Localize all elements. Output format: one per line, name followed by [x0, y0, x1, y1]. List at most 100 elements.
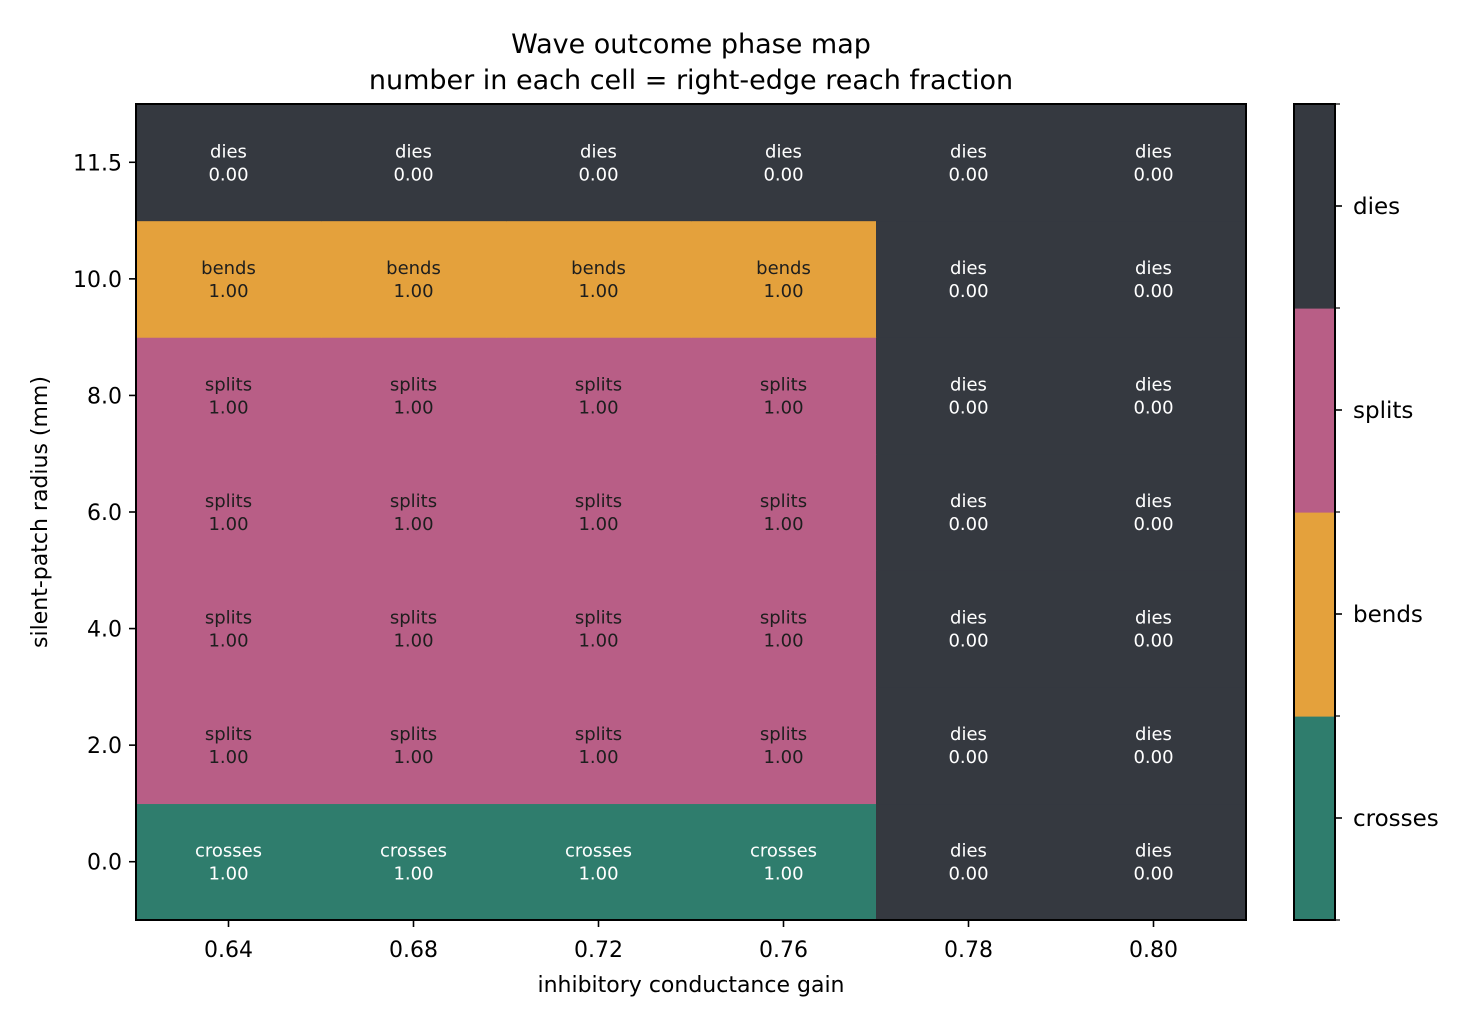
cell-fraction-label: 1.00 [208, 864, 248, 885]
cell-fraction-label: 0.00 [1133, 747, 1173, 768]
cell-rect [506, 803, 692, 921]
cell-outcome-label: dies [950, 374, 987, 395]
x-tick-label: 0.78 [944, 938, 993, 963]
cell-fraction-label: 0.00 [948, 281, 988, 302]
y-tick-label: 8.0 [87, 384, 122, 409]
cell-outcome-label: splits [205, 491, 252, 512]
cell-rect [321, 337, 507, 455]
colorbar-label: splits [1353, 398, 1413, 424]
cell-outcome-label: dies [950, 141, 987, 162]
colorbar-segment [1294, 512, 1335, 717]
cell-outcome-label: dies [950, 491, 987, 512]
colorbar: crosses bends splits dies [1293, 103, 1439, 921]
cell-fraction-label: 1.00 [578, 864, 618, 885]
cell-rect [506, 453, 692, 571]
cell-rect [136, 570, 322, 688]
cell-fraction-label: 0.00 [1133, 514, 1173, 535]
cell-fraction-label: 0.00 [1133, 397, 1173, 418]
cell-fraction-label: 0.00 [208, 164, 248, 185]
cell-rect [1061, 453, 1247, 571]
cell-rect [506, 220, 692, 338]
cell-fraction-label: 0.00 [948, 514, 988, 535]
cell-fraction-label: 1.00 [393, 631, 433, 652]
cell-fraction-label: 0.00 [948, 397, 988, 418]
cell-fraction-label: 1.00 [208, 514, 248, 535]
cell-rect [321, 803, 507, 921]
cell-outcome-label: splits [390, 608, 437, 629]
cell-fraction-label: 1.00 [208, 397, 248, 418]
cell-outcome-label: crosses [195, 841, 262, 862]
cell-outcome-label: dies [1135, 491, 1172, 512]
y-tick-label: 2.0 [87, 734, 122, 759]
cell-outcome-label: splits [575, 374, 622, 395]
cell-rect [136, 686, 322, 805]
x-tick-label: 0.76 [759, 938, 808, 963]
cell-rect [321, 220, 507, 338]
colorbar-segment [1294, 716, 1335, 921]
cell-rect [321, 686, 507, 805]
cell-fraction-label: 1.00 [578, 631, 618, 652]
cell-rect [1061, 337, 1247, 455]
heatmap-cells: crosses1.00crosses1.00crosses1.00crosses… [136, 104, 1247, 921]
cell-outcome-label: dies [1135, 724, 1172, 745]
cell-fraction-label: 1.00 [763, 631, 803, 652]
cell-outcome-label: splits [390, 491, 437, 512]
cell-outcome-label: splits [760, 608, 807, 629]
cell-rect [506, 686, 692, 805]
cell-outcome-label: crosses [380, 841, 447, 862]
cell-fraction-label: 0.00 [393, 164, 433, 185]
cell-rect [691, 803, 877, 921]
cell-outcome-label: splits [390, 724, 437, 745]
cell-fraction-label: 1.00 [393, 397, 433, 418]
y-tick-label: 6.0 [87, 501, 122, 526]
cell-rect [876, 337, 1062, 455]
cell-rect [876, 803, 1062, 921]
cell-rect [321, 570, 507, 688]
cell-rect [691, 104, 877, 222]
cell-fraction-label: 0.00 [948, 864, 988, 885]
colorbar-label: bends [1353, 602, 1423, 628]
x-axis-label: inhibitory conductance gain [537, 973, 844, 998]
cell-fraction-label: 1.00 [578, 281, 618, 302]
cell-rect [691, 686, 877, 805]
cell-fraction-label: 1.00 [763, 397, 803, 418]
cell-fraction-label: 1.00 [763, 281, 803, 302]
cell-fraction-label: 0.00 [1133, 631, 1173, 652]
cell-outcome-label: dies [1135, 841, 1172, 862]
cell-outcome-label: bends [571, 258, 626, 279]
cell-fraction-label: 1.00 [578, 514, 618, 535]
cell-fraction-label: 1.00 [578, 747, 618, 768]
cell-outcome-label: splits [760, 491, 807, 512]
cell-rect [691, 220, 877, 338]
cell-rect [321, 453, 507, 571]
cell-outcome-label: dies [1135, 608, 1172, 629]
axis-ticks: 0.64 0.68 0.72 0.76 0.78 0.80 0.0 2.0 4.0 6.0 8.0 1… [73, 151, 1178, 963]
y-tick-label: 4.0 [87, 618, 122, 643]
cell-outcome-label: splits [760, 724, 807, 745]
cell-outcome-label: dies [765, 141, 802, 162]
colorbar-label: crosses [1353, 806, 1439, 832]
cell-rect [691, 453, 877, 571]
cell-fraction-label: 0.00 [948, 631, 988, 652]
x-tick-label: 0.68 [389, 938, 438, 963]
cell-outcome-label: splits [205, 608, 252, 629]
cell-fraction-label: 1.00 [208, 747, 248, 768]
